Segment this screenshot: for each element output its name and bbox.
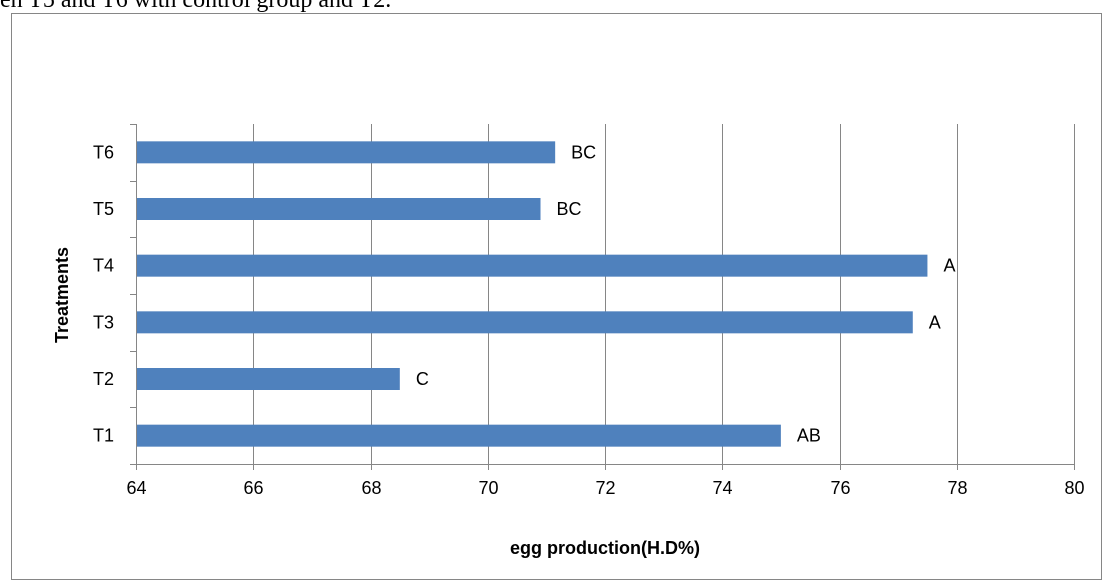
bar-T4 bbox=[137, 254, 928, 277]
y-tick-label-T1: T1 bbox=[93, 426, 114, 446]
x-tick-label-80: 80 bbox=[1064, 478, 1084, 498]
bars-group bbox=[137, 141, 928, 447]
data-label-T3: A bbox=[929, 312, 941, 332]
y-tick-labels: T1 T2 T3 T4 T5 T6 bbox=[93, 142, 114, 445]
x-tick-label-72: 72 bbox=[595, 478, 615, 498]
data-label-T1: AB bbox=[797, 426, 821, 446]
y-tick-label-T3: T3 bbox=[93, 312, 114, 332]
data-label-T6: BC bbox=[571, 142, 596, 162]
y-tick-label-T6: T6 bbox=[93, 142, 114, 162]
bar-T5 bbox=[137, 198, 541, 220]
bar-T2 bbox=[137, 368, 400, 390]
gridlines bbox=[253, 124, 1075, 464]
bar-T3 bbox=[137, 311, 913, 334]
x-tick-label-64: 64 bbox=[126, 478, 146, 498]
x-tick-label-76: 76 bbox=[830, 478, 850, 498]
x-tick-labels: 64 66 68 70 72 74 76 78 80 bbox=[126, 478, 1084, 498]
axes-group bbox=[130, 124, 1075, 470]
y-tick-label-T4: T4 bbox=[93, 256, 114, 276]
chart-frame bbox=[11, 13, 1102, 580]
x-axis-title: egg production(H.D%) bbox=[510, 538, 700, 558]
figure-caption: en T5 and T6 with control group and T2. bbox=[0, 0, 392, 13]
data-label-T4: A bbox=[943, 256, 955, 276]
bar-T1 bbox=[137, 424, 781, 447]
x-tick-label-70: 70 bbox=[478, 478, 498, 498]
y-axis-title: Treatments bbox=[52, 247, 72, 343]
x-tick-label-66: 66 bbox=[243, 478, 263, 498]
data-label-T5: BC bbox=[557, 199, 582, 219]
x-tick-label-78: 78 bbox=[947, 478, 967, 498]
y-tick-label-T5: T5 bbox=[93, 199, 114, 219]
y-tick-label-T2: T2 bbox=[93, 369, 114, 389]
x-tick-label-74: 74 bbox=[712, 478, 732, 498]
data-label-T2: C bbox=[416, 369, 429, 389]
bar-T6 bbox=[137, 141, 556, 164]
x-tick-label-68: 68 bbox=[361, 478, 381, 498]
